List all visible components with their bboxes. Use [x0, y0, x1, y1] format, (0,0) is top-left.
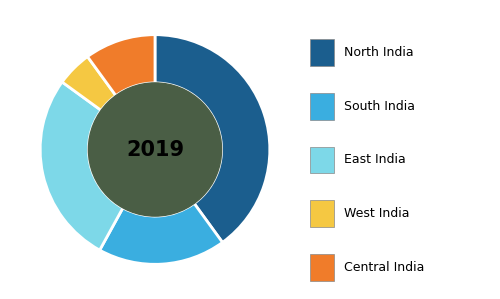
- FancyBboxPatch shape: [310, 200, 334, 227]
- Text: South India: South India: [344, 100, 415, 113]
- Wedge shape: [40, 82, 123, 250]
- FancyBboxPatch shape: [310, 147, 334, 173]
- Wedge shape: [100, 203, 222, 264]
- Text: 2019: 2019: [126, 140, 184, 159]
- Wedge shape: [62, 57, 116, 110]
- Text: Central India: Central India: [344, 261, 424, 274]
- Circle shape: [88, 83, 222, 216]
- Text: West India: West India: [344, 207, 410, 220]
- Wedge shape: [155, 35, 270, 242]
- FancyBboxPatch shape: [310, 39, 334, 66]
- Text: East India: East India: [344, 153, 406, 167]
- FancyBboxPatch shape: [310, 254, 334, 281]
- Text: North India: North India: [344, 46, 414, 59]
- FancyBboxPatch shape: [310, 93, 334, 120]
- Wedge shape: [88, 35, 155, 96]
